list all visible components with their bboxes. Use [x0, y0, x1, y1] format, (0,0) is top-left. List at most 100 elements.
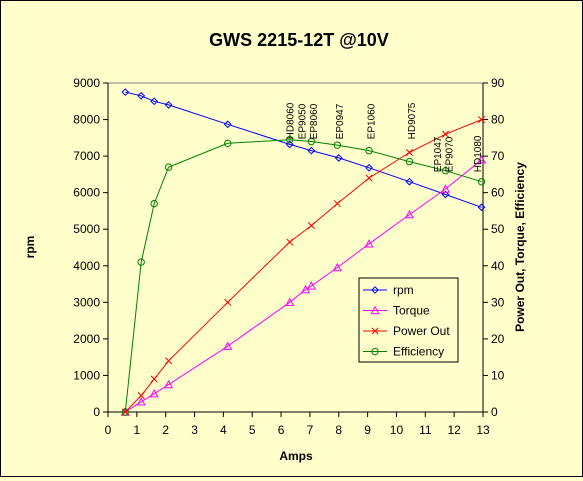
- x-tick-label: 8: [335, 423, 342, 437]
- data-point-power-out: [307, 222, 315, 230]
- annotation-layer: HD8060 EP9050 EP8060 EP0947 EP1060 HD9075 EP10…: [286, 102, 485, 172]
- annotation-label: EP8060: [309, 103, 320, 139]
- y-right-tick-label: 70: [491, 149, 505, 163]
- legend-marker-torque: [370, 305, 380, 315]
- legend-marker-rpm: [371, 286, 379, 294]
- data-point-torque: [164, 379, 174, 389]
- y-right-tick-label: 80: [491, 113, 505, 127]
- data-point-rpm: [441, 190, 450, 199]
- x-tick-label: 11: [419, 423, 432, 437]
- legend-item-power-out: Power Out: [363, 324, 450, 338]
- data-point-rpm: [150, 97, 159, 106]
- y-right-tick-label: 40: [491, 259, 505, 273]
- data-point-rpm: [307, 146, 316, 155]
- x-tick-label: 3: [191, 423, 198, 437]
- annotation-label: EP0947: [335, 103, 346, 139]
- data-point-torque: [440, 184, 451, 193]
- y-right-tick-label: 60: [491, 186, 505, 200]
- data-point-power-out: [165, 357, 173, 365]
- x-tick-label: 1: [134, 423, 141, 437]
- y-right-tick-label: 30: [491, 295, 505, 309]
- data-point-efficiency: [137, 258, 145, 266]
- y-axis-label-left: rpm: [23, 236, 37, 259]
- legend: rpm Torque Power Out Efficiency: [358, 277, 459, 363]
- data-point-efficiency: [307, 137, 316, 146]
- y-right-tick-label: 90: [491, 76, 505, 90]
- data-point-power-out: [441, 130, 450, 138]
- y-left-tick-label: 8000: [73, 113, 100, 127]
- annotation-label: EP1060: [367, 103, 378, 139]
- legend-label-torque: Torque: [393, 304, 430, 318]
- data-point-torque: [477, 155, 487, 164]
- data-point-power-out: [333, 200, 341, 208]
- data-point-rpm: [365, 163, 373, 172]
- data-point-efficiency: [477, 178, 486, 186]
- data-point-efficiency: [365, 146, 373, 155]
- y-axis-label-right: Power Out, Torque, Efficiency: [513, 162, 527, 332]
- x-tick-label: 10: [390, 423, 404, 437]
- legend-item-efficiency: Efficiency: [363, 345, 444, 359]
- annotation-label: EP9070: [444, 136, 455, 172]
- chart-title: GWS 2215-12T @10V: [209, 30, 389, 50]
- y-left-tick-label: 6000: [73, 186, 100, 200]
- data-point-rpm: [477, 203, 486, 212]
- x-tick-label: 0: [105, 423, 112, 437]
- data-point-efficiency: [121, 408, 130, 416]
- data-point-rpm: [137, 91, 146, 100]
- data-point-rpm: [405, 177, 414, 186]
- x-tick-label: 9: [364, 423, 371, 437]
- data-point-rpm: [121, 88, 130, 97]
- legend-item-torque: Torque: [363, 304, 430, 318]
- data-point-torque: [332, 262, 342, 272]
- legend-marker-efficiency: [371, 347, 379, 356]
- data-point-power-out: [150, 375, 158, 383]
- x-tick-label: 5: [249, 423, 256, 437]
- legend-label-efficiency: Efficiency: [393, 345, 444, 359]
- data-point-torque: [223, 341, 233, 350]
- x-tick-label: 13: [476, 423, 490, 437]
- legend-label-power-out: Power Out: [393, 324, 450, 338]
- data-point-torque: [364, 239, 374, 248]
- data-point-rpm: [164, 101, 173, 109]
- y-left-tick-label: 5000: [73, 222, 100, 236]
- data-point-efficiency: [224, 139, 232, 148]
- y-left-tick-label: 3000: [73, 295, 100, 309]
- data-point-efficiency: [150, 199, 158, 208]
- data-point-power-out: [286, 238, 294, 246]
- x-axis-label: Amps: [279, 449, 313, 463]
- series-torque: [120, 155, 487, 416]
- data-point-power-out: [224, 298, 232, 306]
- y-left-tick-label: 4000: [73, 259, 100, 273]
- data-point-efficiency: [164, 163, 173, 171]
- annotation-label: HD1080: [473, 135, 484, 172]
- y-left-tick-label: 9000: [73, 76, 100, 90]
- y-left-tick-label: 1000: [73, 368, 100, 382]
- data-point-rpm: [223, 120, 232, 129]
- data-point-power-out: [405, 148, 413, 157]
- data-point-efficiency: [333, 141, 342, 149]
- series-layer: [120, 88, 487, 416]
- x-tick-label: 12: [447, 423, 461, 437]
- data-point-efficiency: [441, 167, 450, 175]
- data-point-efficiency: [405, 157, 414, 166]
- y-left-tick-label: 7000: [73, 149, 100, 163]
- annotation-label: EP9050: [297, 103, 308, 139]
- data-point-rpm: [334, 154, 343, 162]
- data-point-power-out: [137, 391, 145, 400]
- axes: 0 1 2 3 4 5 6 7 8 9 10 11 12 130100020003000400050006…: [73, 76, 504, 437]
- y-left-tick-label: 2000: [73, 332, 100, 346]
- x-tick-label: 2: [162, 423, 169, 437]
- x-tick-label: 6: [278, 423, 285, 437]
- x-tick-label: 7: [307, 423, 314, 437]
- data-point-torque: [306, 281, 316, 290]
- series-line-torque: [125, 159, 482, 413]
- data-point-efficiency: [286, 135, 294, 144]
- legend-label-rpm: rpm: [393, 283, 414, 297]
- series-line-efficiency: [124, 139, 482, 413]
- y-left-tick-label: 0: [93, 405, 100, 419]
- data-point-power-out: [365, 174, 373, 182]
- data-point-torque: [149, 388, 159, 398]
- annotation-label: HD9075: [407, 102, 418, 139]
